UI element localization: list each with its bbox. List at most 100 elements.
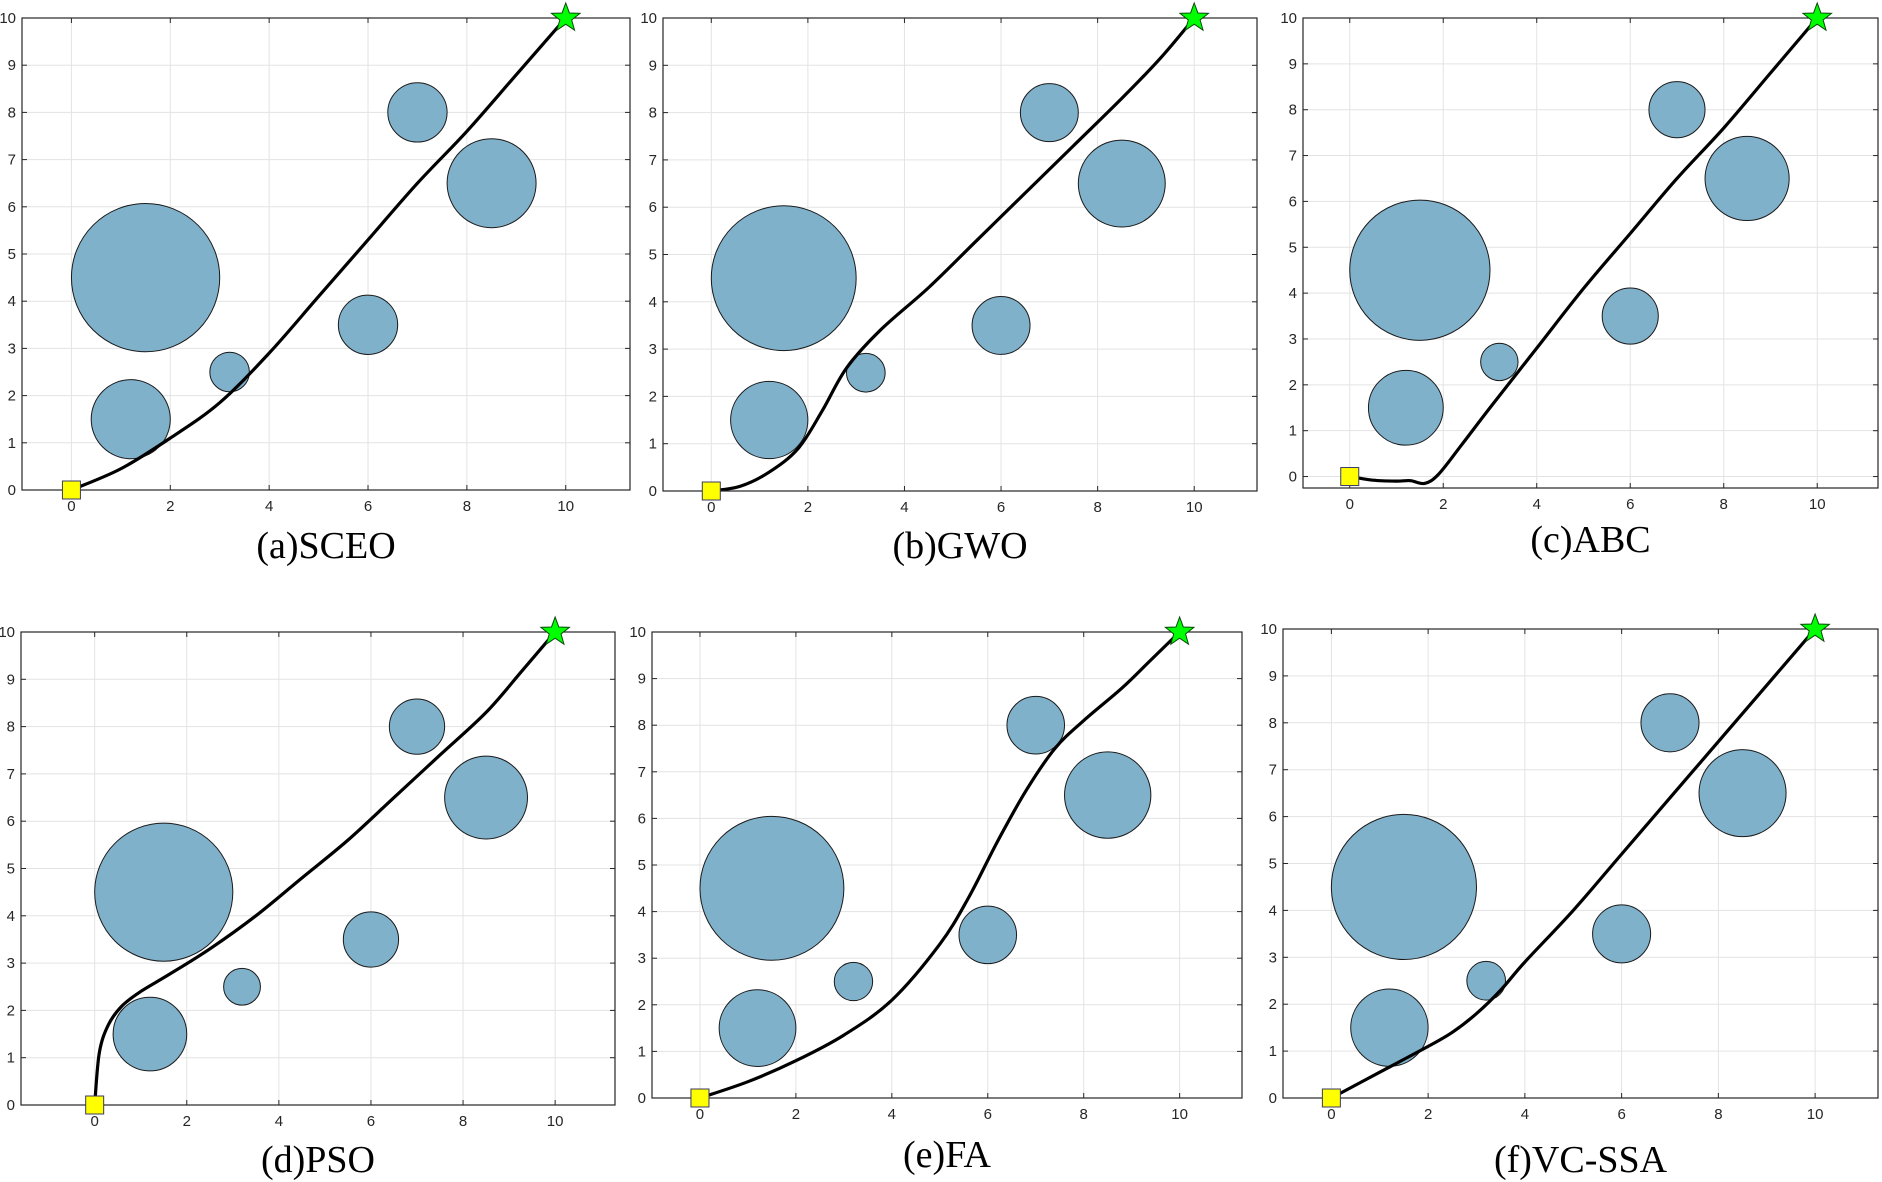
panel-a-sceo: 0 2 4 6 8 10 0 1 2 3 4 5 6 7 8 9 10 (a)SCEO	[0, 1, 631, 567]
y-tick-label: 4	[1269, 902, 1277, 919]
y-tick-label: 8	[638, 717, 646, 734]
y-tick-label: 10	[1260, 621, 1277, 638]
y-tick-label: 7	[638, 764, 646, 781]
x-tick-label: 10	[557, 498, 574, 515]
y-tick-label: 4	[1289, 285, 1297, 302]
y-tick-label: 3	[1289, 331, 1297, 348]
y-tick-label: 6	[8, 199, 16, 216]
y-tick-label: 6	[1289, 193, 1297, 210]
obstacle-circle	[1704, 135, 1790, 222]
plot-area	[698, 632, 1182, 1098]
y-tick-label: 1	[638, 1043, 646, 1060]
x-tick-label: 6	[364, 498, 372, 515]
obstacle-circle	[90, 379, 171, 460]
x-tick-label: 4	[1521, 1106, 1529, 1123]
y-tick-label: 6	[638, 810, 646, 827]
x-tick-label: 8	[1720, 496, 1728, 513]
obstacle-circle	[1466, 960, 1507, 1001]
y-tick-label: 9	[1289, 56, 1297, 73]
panel-caption: (b)GWO	[892, 525, 1027, 567]
obstacle-circle	[444, 755, 529, 840]
y-tick-label: 6	[649, 199, 657, 216]
y-tick-label: 5	[649, 247, 657, 264]
start-square-icon	[85, 1095, 105, 1115]
y-tick-label: 9	[1269, 668, 1277, 685]
y-tick-label: 5	[638, 857, 646, 874]
x-tick-label: 4	[265, 498, 273, 515]
y-tick-label: 8	[7, 719, 15, 736]
y-tick-label: 4	[8, 293, 16, 310]
y-tick-label: 1	[8, 435, 16, 452]
obstacle-circle	[1350, 988, 1429, 1067]
y-tick-label: 3	[7, 955, 15, 972]
x-tick-label: 8	[1714, 1106, 1722, 1123]
x-tick-label: 10	[1807, 1106, 1824, 1123]
obstacle-circle	[209, 351, 250, 393]
obstacle-circle	[337, 294, 399, 355]
panel-b-gwo: 0 2 4 6 8 10 0 1 2 3 4 5 6 7 8 9 10 (b)GWO	[640, 1, 1258, 567]
x-tick-label: 6	[984, 1106, 992, 1123]
y-tick-label: 0	[7, 1097, 15, 1114]
y-tick-label: 9	[8, 57, 16, 74]
start-square-icon	[690, 1088, 710, 1108]
obstacle-circle	[1064, 751, 1152, 839]
x-tick-label: 0	[707, 499, 715, 516]
x-tick-label: 6	[1617, 1106, 1625, 1123]
y-tick-label: 1	[649, 436, 657, 453]
path-line	[69, 18, 568, 490]
x-tick-label: 2	[1424, 1106, 1432, 1123]
obstacle-circle	[1480, 342, 1519, 382]
obstacle-circle	[718, 989, 797, 1067]
obstacle-circle	[1349, 199, 1491, 341]
axes-frame	[1302, 17, 1879, 489]
y-tick-label: 10	[0, 10, 16, 27]
y-tick-label: 4	[7, 908, 15, 925]
path-line	[93, 632, 557, 1105]
y-tick-label: 2	[8, 388, 16, 405]
y-tick-label: 7	[7, 766, 15, 783]
y-tick-label: 10	[0, 624, 15, 641]
panel-caption: (e)FA	[903, 1134, 991, 1176]
x-tick-label: 8	[1080, 1106, 1088, 1123]
y-tick-label: 5	[8, 246, 16, 263]
x-tick-label: 0	[1327, 1106, 1335, 1123]
y-tick-label: 4	[638, 904, 646, 921]
y-tick-label: 7	[649, 152, 657, 169]
panel-caption: (c)ABC	[1530, 519, 1650, 561]
y-tick-label: 2	[7, 1002, 15, 1019]
obstacle-circle	[1330, 813, 1477, 961]
x-tick-label: 10	[1171, 1106, 1188, 1123]
obstacle-circle	[446, 138, 537, 229]
path-line	[1329, 629, 1817, 1098]
goal-star-icon	[1178, 1, 1210, 32]
plot-area	[93, 632, 557, 1105]
y-tick-label: 1	[1269, 1043, 1277, 1060]
y-tick-label: 0	[1269, 1090, 1277, 1107]
y-tick-label: 7	[8, 152, 16, 169]
start-square-icon	[701, 481, 721, 501]
x-tick-label: 4	[900, 499, 908, 516]
x-tick-label: 0	[91, 1113, 99, 1130]
plot-area	[1348, 18, 1819, 486]
panel-caption: (d)PSO	[261, 1139, 375, 1181]
x-tick-label: 2	[166, 498, 174, 515]
goal-star-icon	[539, 615, 571, 646]
x-tick-label: 6	[997, 499, 1005, 516]
obstacle-circle	[388, 698, 446, 755]
obstacle-circle	[1698, 749, 1787, 838]
y-tick-label: 0	[638, 1090, 646, 1107]
y-tick-label: 5	[7, 861, 15, 878]
obstacle-circle	[710, 205, 857, 352]
y-tick-label: 5	[1269, 856, 1277, 873]
y-tick-label: 7	[1269, 762, 1277, 779]
obstacle-circle	[70, 202, 221, 353]
obstacle-circle	[1077, 139, 1166, 228]
plot-area	[1329, 629, 1817, 1098]
x-tick-label: 2	[1439, 496, 1447, 513]
y-tick-label: 3	[649, 341, 657, 358]
panel-caption: (a)SCEO	[256, 525, 395, 567]
x-tick-label: 10	[1186, 499, 1203, 516]
x-tick-label: 4	[275, 1113, 283, 1130]
y-tick-label: 10	[1280, 10, 1297, 27]
y-tick-label: 9	[649, 57, 657, 74]
